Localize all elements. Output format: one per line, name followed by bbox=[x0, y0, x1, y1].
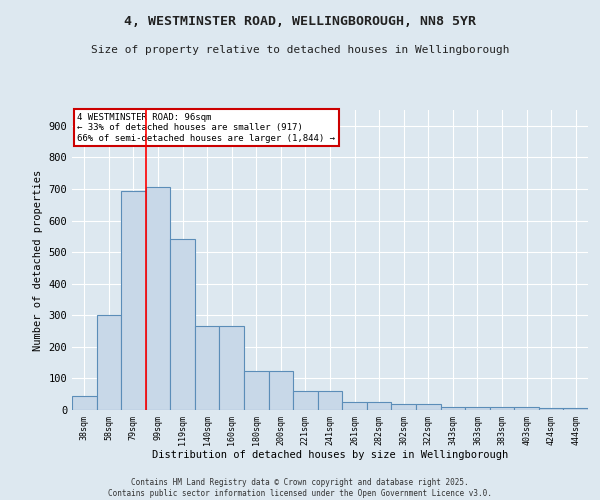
Bar bbox=[293, 391, 318, 410]
Bar bbox=[367, 402, 391, 410]
Bar bbox=[416, 404, 440, 410]
Text: 4, WESTMINSTER ROAD, WELLINGBOROUGH, NN8 5YR: 4, WESTMINSTER ROAD, WELLINGBOROUGH, NN8… bbox=[124, 15, 476, 28]
Bar bbox=[195, 326, 220, 410]
Bar bbox=[220, 326, 244, 410]
Bar bbox=[146, 188, 170, 410]
Bar bbox=[269, 370, 293, 410]
Bar bbox=[465, 407, 490, 410]
Bar bbox=[72, 396, 97, 410]
Bar bbox=[318, 391, 342, 410]
Bar bbox=[342, 402, 367, 410]
Bar bbox=[170, 240, 195, 410]
Text: Size of property relative to detached houses in Wellingborough: Size of property relative to detached ho… bbox=[91, 45, 509, 55]
Bar bbox=[514, 407, 539, 410]
Bar bbox=[391, 404, 416, 410]
Bar bbox=[490, 407, 514, 410]
Bar bbox=[121, 190, 146, 410]
X-axis label: Distribution of detached houses by size in Wellingborough: Distribution of detached houses by size … bbox=[152, 450, 508, 460]
Bar bbox=[563, 408, 588, 410]
Text: Contains HM Land Registry data © Crown copyright and database right 2025.
Contai: Contains HM Land Registry data © Crown c… bbox=[108, 478, 492, 498]
Bar bbox=[97, 316, 121, 410]
Bar bbox=[440, 407, 465, 410]
Bar bbox=[244, 370, 269, 410]
Bar bbox=[539, 408, 563, 410]
Text: 4 WESTMINSTER ROAD: 96sqm
← 33% of detached houses are smaller (917)
66% of semi: 4 WESTMINSTER ROAD: 96sqm ← 33% of detac… bbox=[77, 113, 335, 143]
Y-axis label: Number of detached properties: Number of detached properties bbox=[33, 170, 43, 350]
